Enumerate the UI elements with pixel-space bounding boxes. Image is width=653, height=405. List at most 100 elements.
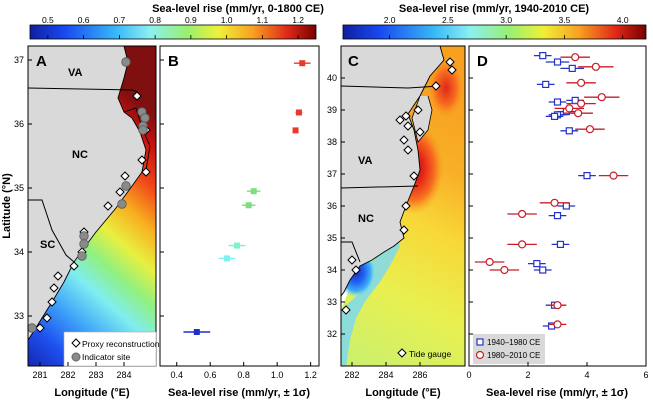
y-tick-label: 32 [327, 329, 337, 339]
panel-d-label: D [477, 53, 488, 70]
legend-c: Tide gauge [397, 348, 451, 359]
map-c-hotspot-north [428, 58, 464, 118]
colorbar-tick-label: 4.0 [617, 15, 629, 25]
x-tick-label: 282 [344, 370, 359, 380]
data-point-circle [576, 99, 586, 108]
proxy-site-marker [42, 313, 52, 323]
proxy-site-marker [132, 91, 142, 101]
y-tick-label: 35 [14, 183, 24, 193]
state-nc-c: NC [358, 213, 374, 225]
colorbar-tick-label: 0.5 [42, 15, 54, 25]
data-point [295, 109, 302, 116]
indicator-site-marker [138, 125, 148, 135]
data-point-square [550, 112, 559, 121]
panel-b-xlabel: Sea-level rise (mm/yr, ± 1σ) [168, 387, 310, 399]
panel-b: B 0.4 0.6 0.8 1.0 1.2 Sea-level rise (mm/yr,… [159, 45, 320, 399]
tide-gauges [341, 57, 457, 315]
x-tick-label: 281 [32, 370, 47, 380]
tide-gauge-marker [399, 225, 409, 235]
colorbar-tick-label: 2.5 [442, 15, 454, 25]
panel-c-xlabel: Longitude (°E) [365, 387, 441, 399]
data-point-circle [574, 109, 583, 118]
map-a-land [28, 46, 147, 341]
data-point-square [565, 127, 573, 135]
colorbar-left: Sea-level rise (mm/yr, 0-1800 CE) 0.5 0.6… [29, 3, 324, 40]
panel-d-points [474, 51, 629, 330]
data-point-circle [485, 257, 494, 267]
panel-a-xlabel: Longitude (°E) [54, 387, 130, 399]
tide-gauge-marker [351, 265, 361, 275]
data-point-circle [553, 320, 562, 329]
indicator-site-marker [77, 251, 87, 261]
proxy-site-marker [49, 283, 59, 293]
proxy-legend-icon [71, 338, 81, 348]
indicator-site-marker [121, 57, 131, 67]
colorbar-tick-label: 0.8 [149, 15, 161, 25]
panel-b-points [183, 60, 311, 335]
x-tick-label: 0.4 [170, 370, 183, 380]
y-tick-label: 36 [14, 119, 24, 129]
x-tick-label: 283 [88, 370, 103, 380]
panel-c: C VA NC Tide gauge 32 33 34 35 36 37 38 39 40 282… [327, 45, 466, 399]
data-point-square [568, 64, 576, 73]
legend-a: Proxy reconstruction Indicator site [63, 331, 160, 367]
colorbar-left-scale [29, 24, 317, 40]
colorbar-tick-label: 3.5 [559, 15, 571, 25]
tide-gauge-marker [445, 57, 455, 67]
tide-gauge-marker [347, 255, 357, 265]
data-point-circle [500, 265, 509, 275]
indicator-site-marker [140, 113, 150, 123]
data-point-square [539, 266, 547, 274]
legend-d-square-icon [476, 338, 484, 346]
indicator-legend-icon [71, 352, 81, 362]
x-tick-label: 0.8 [237, 370, 250, 380]
data-point-square [583, 172, 591, 180]
x-tick-label: 1.2 [304, 370, 317, 380]
colorbar-left-title: Sea-level rise (mm/yr, 0-1800 CE) [152, 3, 324, 15]
state-sc-a: SC [40, 239, 55, 251]
indicator-site-marker [79, 239, 89, 249]
legend-tide-gauge: Tide gauge [409, 349, 451, 359]
legend-d-circle-icon [475, 350, 485, 360]
tide-gauge-marker [401, 201, 411, 211]
indicator-site-marker [121, 181, 131, 191]
colorbar-tick-label: 1.1 [256, 15, 268, 25]
proxy-site-marker [141, 167, 151, 177]
panel-a-ylabel: Latitude (°N) [1, 173, 13, 239]
border-nc-sc [28, 199, 75, 263]
legend-d-late: 1980–2010 CE [487, 351, 540, 360]
data-point [245, 202, 252, 209]
data-point-circle [565, 104, 574, 113]
colorbar-right-scale [342, 24, 647, 40]
x-tick-label: 284 [378, 370, 393, 380]
panel-a: A VA NC SC Proxy reconstruction Indicato… [1, 45, 160, 399]
panel-d-xlabel: Sea-level rise (mm/yr, ± 1σ) [486, 387, 628, 399]
x-tick-label: 282 [60, 370, 75, 380]
data-point-circle [609, 171, 618, 180]
data-point [299, 60, 306, 67]
colorbar-tick-label: 0.6 [78, 15, 90, 25]
y-tick-label: 40 [327, 73, 337, 83]
legend-d: 1940–1980 CE 1980–2010 CE [473, 334, 545, 364]
tide-gauge-marker [415, 127, 425, 137]
proxy-site-marker [53, 271, 63, 281]
tide-gauge-marker [447, 65, 457, 75]
tide-gauge-marker [395, 115, 405, 125]
panel-b-label: B [168, 53, 179, 70]
x-tick-label: 284 [116, 370, 131, 380]
colorbar-tick-label: 0.7 [113, 15, 125, 25]
data-point-square [553, 212, 562, 220]
data-point [193, 329, 200, 335]
proxy-site-marker [69, 261, 79, 271]
legend-proxy: Proxy reconstruction [82, 339, 160, 349]
data-point [233, 242, 240, 249]
data-point-square [556, 240, 565, 248]
state-va-a: VA [68, 67, 83, 79]
colorbar-tick-label: 3.0 [500, 15, 512, 25]
data-point-circle [597, 93, 606, 102]
data-point-circle [517, 209, 527, 219]
x-tick-label: 1.0 [271, 370, 284, 380]
colorbar-right-title: Sea-level rise (mm/yr, 1940-2010 CE) [399, 3, 590, 15]
legend-indicator: Indicator site [82, 352, 130, 362]
